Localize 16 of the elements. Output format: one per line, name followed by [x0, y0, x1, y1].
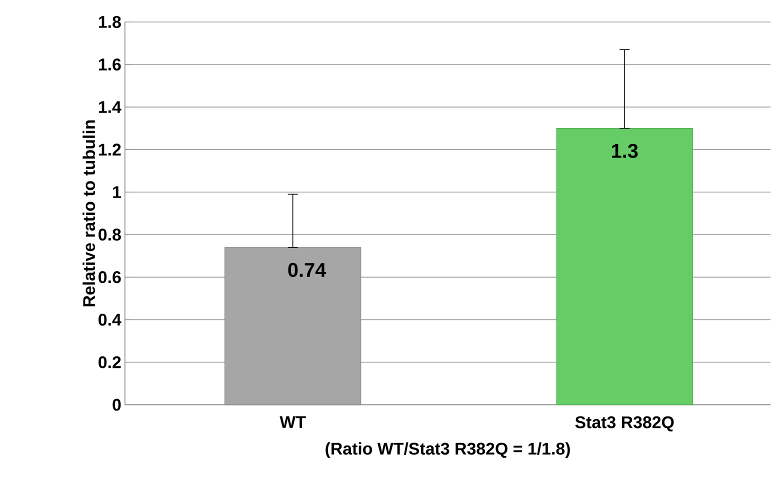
y-tick-label: 0.4 — [98, 314, 122, 326]
y-tick-label: 0 — [112, 398, 121, 411]
y-tick-label: 0.8 — [98, 228, 121, 241]
y-tick-label: 0.6 — [98, 271, 121, 284]
x-axis-title: (Ratio WT/Stat3 R382Q = 1/1.8) — [326, 442, 570, 458]
y-tick-label: 1.4 — [98, 101, 122, 114]
y-tick-label: 1 — [113, 186, 121, 198]
y-tick-label: 1.6 — [98, 58, 121, 71]
x-tick-label: Stat3 R382Q — [575, 416, 674, 432]
y-axis-title: Relative ratio to tubulin — [82, 120, 96, 306]
y-tick-label: 1.2 — [98, 144, 121, 156]
y-tick-label: 1.8 — [98, 16, 121, 28]
data-label: 0.74 — [288, 263, 326, 278]
data-label: 1.3 — [612, 144, 638, 158]
y-tick-label: 0.2 — [98, 356, 121, 368]
x-tick-label: WT — [280, 416, 306, 428]
